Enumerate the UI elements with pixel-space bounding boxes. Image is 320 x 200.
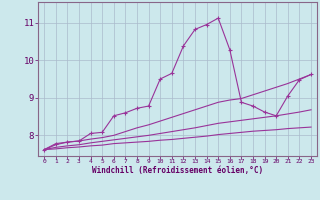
X-axis label: Windchill (Refroidissement éolien,°C): Windchill (Refroidissement éolien,°C)	[92, 166, 263, 175]
